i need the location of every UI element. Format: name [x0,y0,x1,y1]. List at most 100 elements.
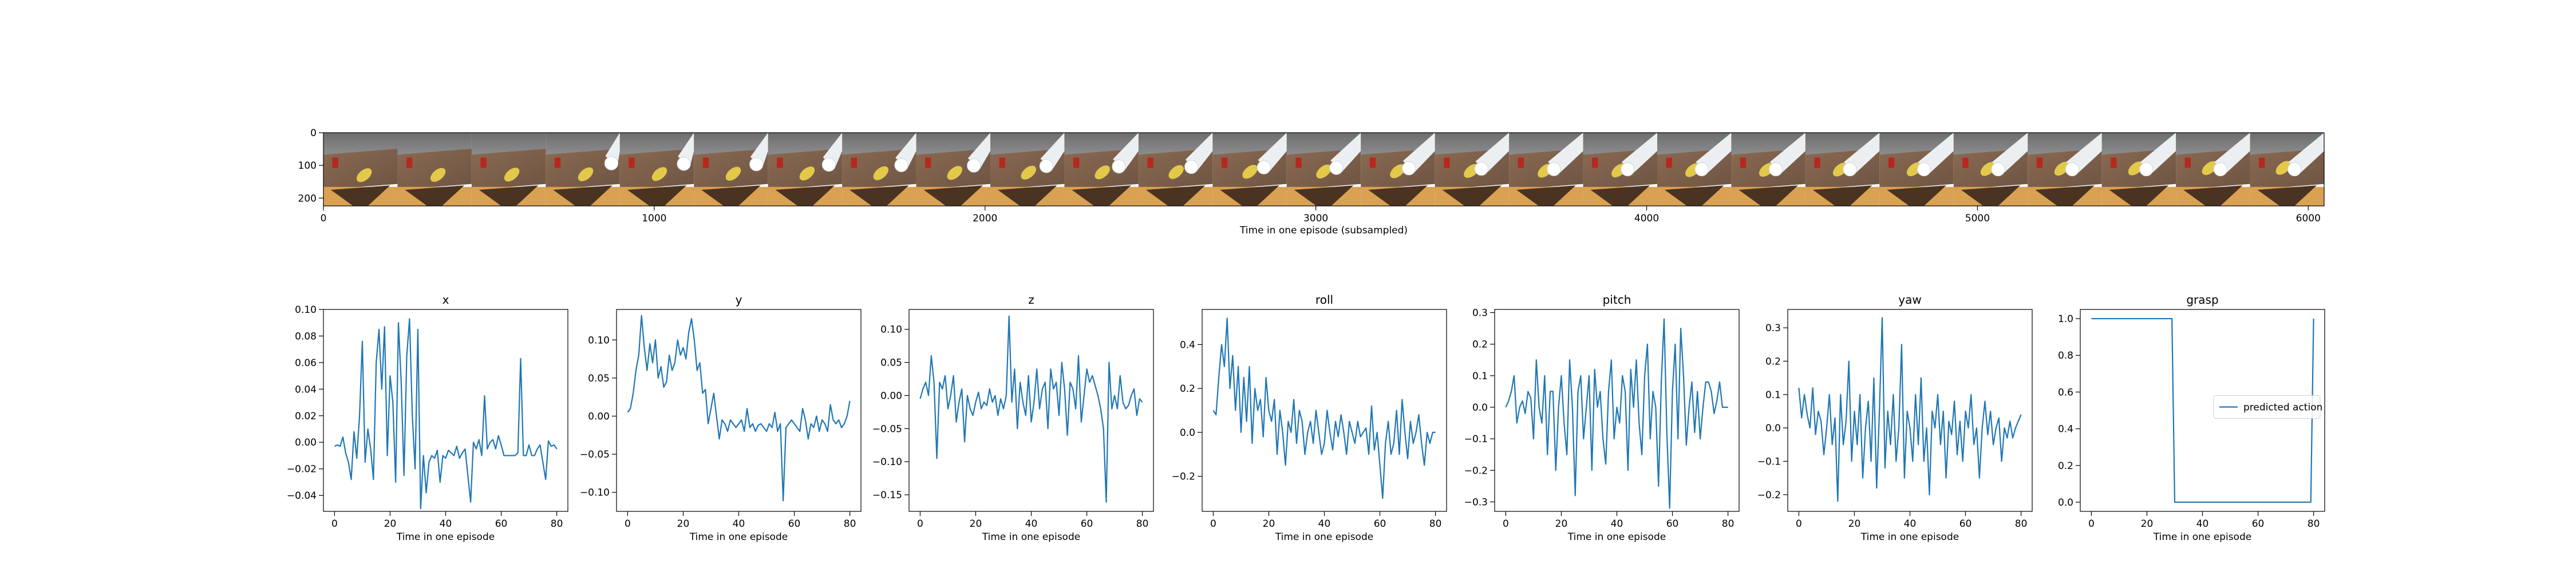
y-tick-label: 0.10 [880,324,902,336]
x-tick-label: 40 [1611,518,1623,530]
x-tick-label: 60 [495,518,508,530]
chart-grasp: 0 20 40 60 80 0.0 0.2 0.4 0.6 0.8 1.0 grasp Time in … [2058,293,2325,543]
x-tick-label: 0 [2088,518,2095,530]
y-tick-label: 0.00 [880,390,902,402]
x-tick-label: 20 [1848,518,1861,530]
x-tick-label: 40 [1318,518,1331,530]
strip-x-tick-label: 0 [321,213,327,224]
x-tick-label: 0 [625,518,631,530]
legend-box [2213,395,2321,419]
x-tick-label: 60 [1666,518,1679,530]
strip-xlabel: Time in one episode (subsampled) [1239,225,1408,236]
frame-yellow-object [430,168,446,182]
x-tick-label: 0 [917,518,923,530]
frame-table-leg [701,185,761,206]
x-tick-label: 40 [733,518,745,530]
x-tick-label: 20 [1263,518,1275,530]
frame-table-leg [1887,185,1946,206]
frame-robot-arm [1621,133,1657,173]
frame-robot-gripper [1184,160,1199,174]
frame-yellow-object [2275,161,2291,175]
frame-robot-arm [2214,133,2250,173]
strip-x-tick-label: 2000 [973,213,997,224]
frame-red-object [1221,157,1228,168]
y-tick-label: 0.1 [1472,371,1488,382]
frame-robot-arm [2140,133,2176,173]
frame-table-leg [923,185,983,206]
x-tick-label: 20 [1555,518,1568,530]
frame-robot-gripper [1917,162,1931,177]
frame-red-object [1147,157,1153,168]
frame-red-object [1740,157,1747,168]
frame-robot-gripper [1474,161,1488,176]
frame-red-object [2184,157,2191,168]
y-tick-label: −0.1 [1757,456,1781,467]
y-tick-label: 0.05 [880,357,902,369]
frame-robot-arm [2066,133,2102,173]
y-tick-label: −0.15 [872,490,902,501]
y-tick-label: −0.10 [872,456,902,468]
x-tick-label: 60 [2252,518,2265,530]
frame-table [546,149,620,190]
action-charts: 0 20 40 60 80−0.04−0.020.000.020.040.060.080… [287,293,2325,543]
x-tick-label: 20 [677,518,690,530]
legend-label: predicted action [2243,402,2322,414]
y-tick-label: 0.4 [2058,424,2073,435]
frame-table-leg [997,185,1057,206]
chart-title: yaw [1898,293,1921,307]
episode-frame [2028,133,2102,206]
chart-xlabel: Time in one episode [689,531,788,543]
chart-title: roll [1315,293,1333,307]
strip-y-tick-label: 200 [298,193,317,204]
frame-table-leg [1590,185,1650,206]
chart-roll: 0 20 40 60 80 −0.2 0.0 0.2 0.4 roll Time in one ep… [1172,293,1447,543]
series-line [2091,317,2314,503]
series-line [1798,317,2022,502]
frame-robot-arm [1918,133,1954,173]
frame-yellow-object [1095,165,1110,180]
y-tick-label: 0.0 [1765,423,1781,434]
x-tick-label: 20 [2141,518,2154,530]
strip-axes-frame [323,132,2325,206]
frame-yellow-object [651,167,667,181]
y-tick-label: −0.2 [1172,471,1195,483]
frame-robot-gripper [1257,160,1271,174]
chart-title: z [1028,293,1034,307]
frame-robot-gripper [1694,162,1709,177]
x-tick-label: 0 [331,518,338,530]
frame-table-leg [775,185,835,206]
series-line [627,315,851,502]
x-tick-label: 40 [1904,518,1917,530]
episode-frame [1064,133,1139,206]
frame-yellow-object [1021,165,1036,180]
episode-frame [1879,133,1954,206]
frame-red-object [1295,157,1302,168]
frame-red-object [1444,157,1450,168]
episode-frame [1657,133,1732,206]
frame-red-object [332,157,338,168]
frame-robot-gripper [1039,159,1054,173]
frame-red-object [2259,157,2265,168]
chart-pitch: 0 20 40 60 80 −0.3 −0.2 −0.1 0.0 0.1 0.2 0.3 pitch Ti… [1464,293,1740,543]
y-tick-label: 0.00 [295,437,317,448]
frame-red-object [777,157,783,168]
chart-yaw: 0 20 40 60 80 −0.2 −0.1 0.0 0.1 0.2 0.3 yaw Time in … [1757,293,2033,543]
episode-frame [1583,133,1657,206]
frame-red-object [1814,157,1820,168]
x-tick-label: 60 [1374,518,1386,530]
frame-robot-gripper [1329,161,1344,175]
x-tick-label: 80 [2015,518,2028,530]
y-tick-label: 0.08 [295,331,317,342]
x-tick-label: 60 [788,518,801,530]
frame-robot-arm [2288,133,2324,173]
strip-y-tick-label: 0 [310,128,317,139]
episode-frame [323,133,398,206]
episode-frame [694,133,768,206]
frame-yellow-object [799,166,815,181]
x-tick-label: 40 [2196,518,2209,530]
y-tick-label: 0.0 [1472,402,1488,414]
frame-table-leg [1368,185,1428,206]
frame-red-object [629,157,635,168]
strip-x-tick-label: 5000 [1965,213,1990,224]
frame-red-object [925,157,931,168]
